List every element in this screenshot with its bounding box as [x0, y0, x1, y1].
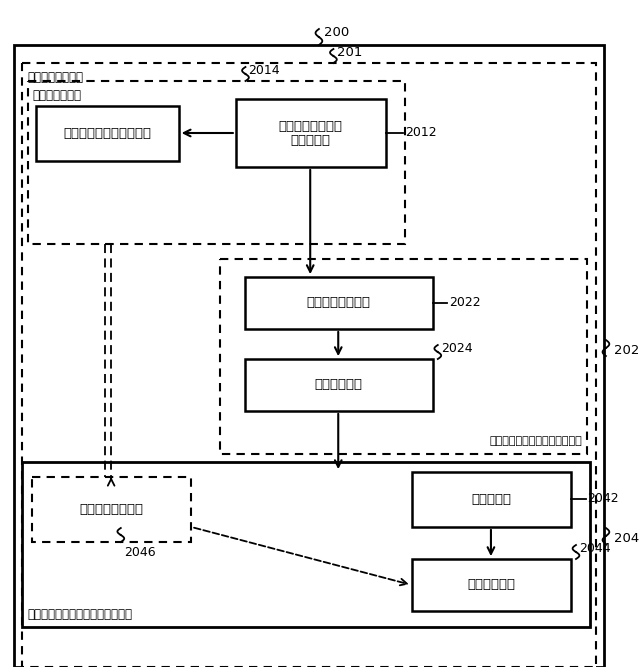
Text: 2046: 2046 [124, 546, 156, 558]
Text: 統計抽出器: 統計抽出器 [472, 493, 511, 506]
Bar [22, 462, 591, 627]
Text: 204: 204 [614, 532, 639, 546]
Text: 2022: 2022 [449, 297, 481, 309]
Text: 2012: 2012 [405, 127, 436, 139]
Text: 特徴抽出器: 特徴抽出器 [291, 135, 331, 147]
Text: オーディオ分類器: オーディオ分類器 [27, 71, 83, 84]
Text: 2044: 2044 [579, 542, 611, 556]
Text: フレーム分類器: フレーム分類器 [33, 89, 82, 102]
Bar [236, 99, 385, 167]
Text: 2024: 2024 [441, 342, 472, 356]
Text: 長期的特徴抽出器: 長期的特徴抽出器 [79, 503, 143, 516]
Bar [412, 472, 571, 527]
Bar [244, 277, 433, 329]
Bar [244, 359, 433, 411]
Text: 長期的分類器: 長期的分類器 [467, 578, 515, 592]
Text: フレーム・レベル分類器: フレーム・レベル分類器 [63, 127, 151, 140]
Text: オーディオ・コンテキスト分類器: オーディオ・コンテキスト分類器 [27, 608, 132, 621]
Text: オーディオ・コンテンツ分類器: オーディオ・コンテンツ分類器 [489, 436, 582, 446]
Text: 202: 202 [614, 344, 639, 358]
Text: 201: 201 [337, 47, 363, 59]
Bar [32, 477, 191, 542]
Text: 短期的特徴抽出器: 短期的特徴抽出器 [307, 297, 371, 309]
Text: 200: 200 [324, 27, 349, 39]
Text: 2014: 2014 [248, 65, 280, 77]
Bar [220, 259, 587, 454]
Text: 2042: 2042 [588, 492, 620, 506]
Bar [28, 81, 405, 244]
Text: 短期的分類器: 短期的分類器 [315, 378, 363, 392]
Bar [412, 559, 571, 611]
Bar [36, 106, 179, 161]
Text: フレーム・レベル: フレーム・レベル [278, 121, 342, 133]
